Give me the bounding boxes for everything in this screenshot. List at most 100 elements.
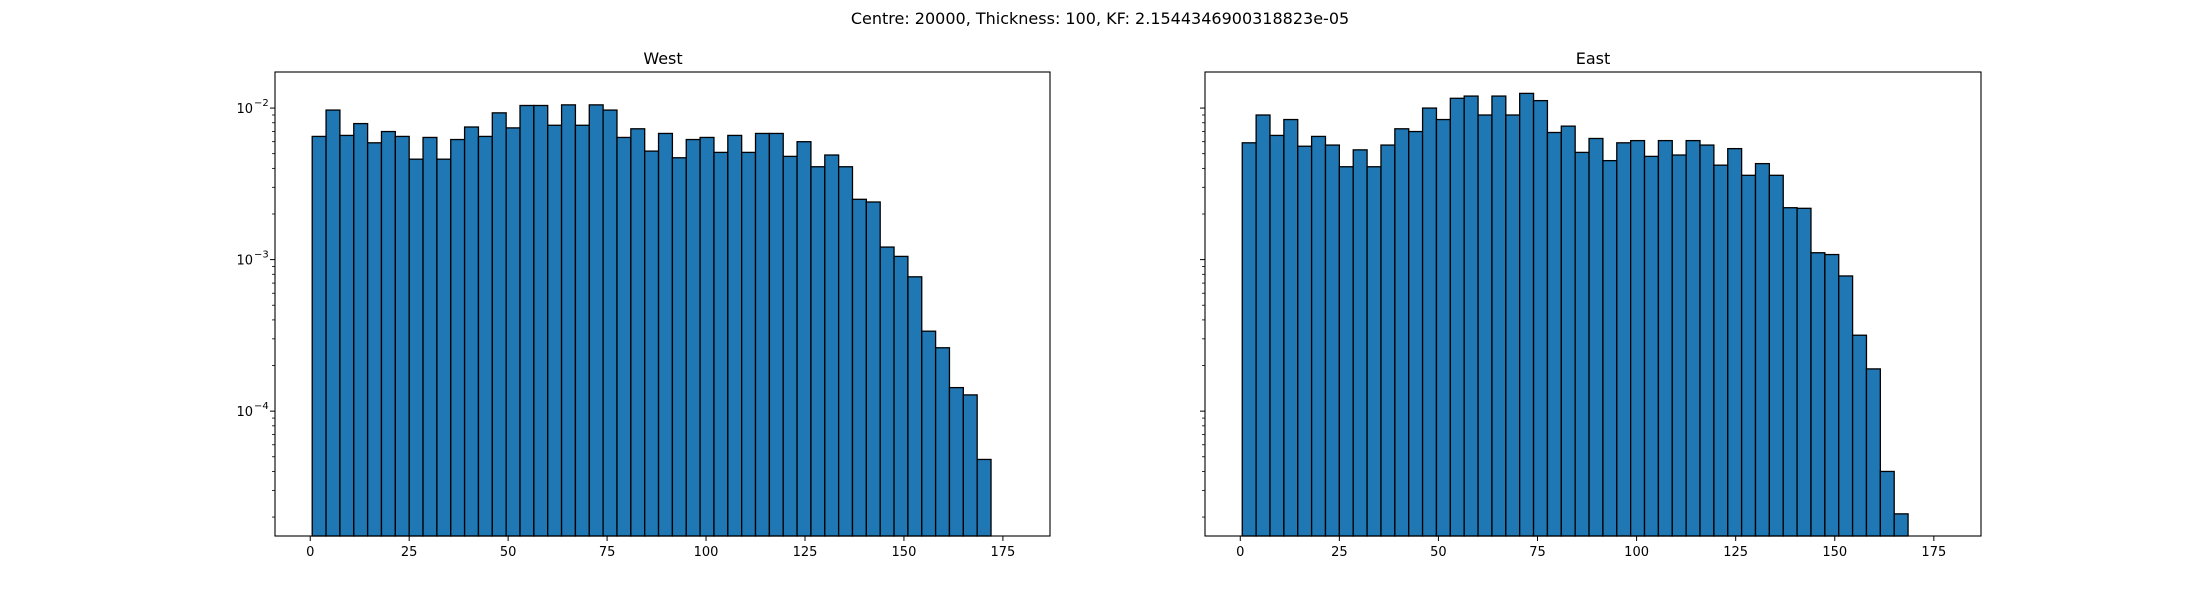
west-x-tick-label: 50 — [500, 545, 517, 560]
east-x-tick-label: 150 — [1822, 545, 1847, 560]
east-axes-frame — [1204, 71, 1982, 537]
east-histogram-bar — [1546, 131, 1562, 537]
east-histogram-bar — [1824, 253, 1840, 537]
east-x-axis: 0 25 50 75 100 125 150 175 — [1236, 536, 1946, 560]
east-histogram-bar — [1782, 207, 1798, 537]
east-histogram-bar — [1463, 95, 1479, 537]
west-x-tick-label: 0 — [306, 545, 314, 560]
west-histogram-bar — [574, 124, 590, 537]
west-panel-title: West — [643, 49, 682, 68]
west-x-tick-label: 100 — [694, 545, 719, 560]
west-histogram-bar — [907, 276, 923, 537]
west-histogram-bar — [837, 166, 854, 537]
east-histogram-bar — [1449, 97, 1465, 537]
west-histogram-bar — [630, 128, 646, 537]
west-histogram-bar — [824, 154, 840, 537]
west-histogram-bar — [533, 104, 549, 537]
east-histogram-bar — [1685, 139, 1701, 537]
east-x-tick-label: 125 — [1723, 545, 1748, 560]
east-histogram-bar — [1241, 142, 1257, 537]
east-histogram-bar — [1865, 368, 1881, 537]
west-y-tick-label: 10 — [236, 102, 253, 117]
east-histogram-bar — [1283, 118, 1299, 537]
east-histogram-bar — [1435, 118, 1451, 537]
east-x-tick-label: 50 — [1430, 545, 1447, 560]
east-histogram-bar — [1366, 166, 1382, 537]
east-histogram-bar — [1297, 145, 1313, 537]
west-histogram-bar — [477, 135, 493, 537]
west-histogram-bar — [893, 255, 909, 537]
east-y-axis — [1200, 107, 1205, 518]
west-histogram-bar — [782, 155, 798, 537]
west-x-axis: 0 25 50 75 100 125 150 175 — [306, 536, 1015, 560]
east-histogram-bar — [1616, 142, 1632, 537]
east-histogram-bar — [1519, 92, 1535, 537]
east-x-tick-label: 0 — [1236, 545, 1244, 560]
west-histogram-bar — [713, 151, 729, 537]
west-y-tick-exponent: −4 — [254, 401, 269, 412]
west-histogram-bar — [865, 201, 881, 537]
west-x-tick-label: 175 — [990, 545, 1015, 560]
east-histogram-bar — [1727, 147, 1743, 537]
east-histogram-bar — [1269, 134, 1285, 537]
east-histogram-bar — [1754, 162, 1771, 537]
west-histogram-bar — [741, 151, 757, 537]
west-histogram-bar — [796, 141, 812, 537]
east-bars — [1241, 92, 1909, 537]
east-histogram-bar — [1713, 164, 1729, 537]
west-histogram-bar — [657, 132, 674, 537]
east-histogram-bar — [1491, 95, 1507, 537]
west-histogram-bar — [934, 347, 951, 537]
east-histogram-bar — [1796, 207, 1812, 537]
east-histogram-bar — [1574, 151, 1590, 537]
west-histogram-bar — [560, 104, 577, 537]
west-histogram-bar — [727, 134, 743, 537]
west-axes-frame — [274, 71, 1051, 537]
west-y-tick-label: 10 — [236, 254, 253, 269]
east-histogram-bar — [1324, 144, 1341, 537]
east-histogram-bar — [1810, 252, 1826, 537]
west-histogram-bar — [644, 150, 660, 537]
east-x-tick-label: 25 — [1331, 545, 1348, 560]
west-x-tick-label: 25 — [401, 545, 418, 560]
west-histogram-bar — [311, 135, 327, 537]
east-histogram-bar — [1699, 144, 1715, 537]
east-histogram-bar — [1310, 135, 1327, 537]
west-y-tick-exponent: −3 — [254, 250, 269, 261]
east-histogram-bar — [1532, 99, 1549, 537]
east-histogram-bar — [1560, 125, 1576, 537]
east-histogram-bar — [1671, 154, 1687, 537]
east-histogram-bar — [1380, 144, 1396, 537]
west-histogram-bar — [810, 166, 826, 537]
east-histogram-bar — [1740, 174, 1757, 537]
west-histogram-bar — [491, 112, 507, 537]
west-histogram-bar — [325, 109, 341, 537]
east-histogram-bar — [1477, 114, 1493, 537]
west-y-axis: 10−410−310−2 — [236, 98, 275, 518]
west-histogram-bar — [879, 246, 895, 537]
west-histogram-bar — [366, 142, 383, 537]
east-histogram-bar — [1338, 166, 1354, 537]
west-histogram-bar — [962, 394, 978, 537]
west-histogram-bar — [408, 158, 424, 537]
east-x-tick-label: 75 — [1529, 545, 1546, 560]
figure-suptitle: Centre: 20000, Thickness: 100, KF: 2.154… — [851, 9, 1349, 28]
west-panel: West 0 25 50 75 100 125 150 175 10−410−310−2 — [236, 49, 1051, 560]
east-panel-title: East — [1576, 49, 1611, 68]
west-bars — [311, 104, 992, 537]
east-histogram-bar — [1879, 470, 1895, 537]
west-histogram-bar — [851, 198, 867, 537]
west-histogram-bar — [602, 109, 618, 537]
east-histogram-bar — [1838, 275, 1854, 537]
west-histogram-bar — [976, 458, 992, 537]
west-histogram-bar — [921, 330, 937, 537]
east-histogram-bar — [1657, 139, 1673, 537]
west-histogram-bar — [616, 136, 632, 537]
east-histogram-bar — [1630, 139, 1646, 537]
east-histogram-bar — [1421, 107, 1438, 537]
west-histogram-bar — [450, 138, 466, 537]
west-histogram-bar — [380, 130, 396, 537]
west-histogram-bar — [436, 158, 452, 537]
east-histogram-bar — [1394, 128, 1410, 537]
